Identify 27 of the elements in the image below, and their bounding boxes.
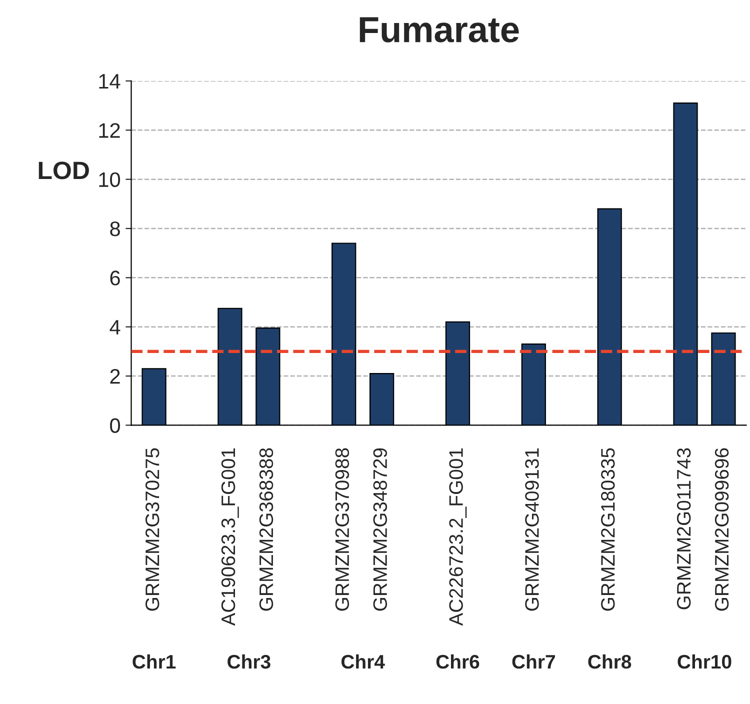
x-tick-label: GRMZM2G180335: [601, 448, 615, 611]
chart-title: Fumarate: [360, 17, 519, 42]
y-tick-label: 0: [110, 418, 120, 433]
x-tick-label: AC190623.3_FG001: [221, 448, 239, 626]
text: Chr4: [341, 654, 385, 669]
text: Chr8: [588, 654, 632, 669]
text: Chr3: [228, 654, 270, 669]
x-tick-label: GRMZM2G011743: [676, 448, 691, 610]
y-axis-title: LOD: [38, 162, 89, 180]
y-tick-label: 4: [110, 320, 120, 334]
text: Chr7: [512, 654, 555, 669]
x-tick-label: AC226723.2_FG001: [449, 448, 467, 626]
y-tick-label: 8: [110, 222, 120, 236]
y-tick-label: 10: [99, 172, 120, 188]
y-tick-label: 2: [110, 369, 120, 384]
x-tick-label: GRMZM2G370988: [335, 448, 350, 611]
y-tick-label: 12: [99, 123, 120, 138]
y-tick-label: 6: [110, 270, 120, 286]
x-tick-label: GRMZM2G099696: [714, 448, 729, 611]
x-tick-label: GRMZM2G348729: [373, 448, 388, 611]
text: Chr10: [678, 654, 732, 669]
y-tick-label: 14: [99, 74, 120, 89]
text: Chr6: [436, 654, 480, 669]
text: Chr1: [132, 654, 176, 669]
x-tick-label: GRMZM2G368388: [259, 448, 274, 611]
x-tick-label: GRMZM2G370275: [145, 448, 160, 611]
x-tick-label: GRMZM2G409131: [525, 448, 539, 611]
